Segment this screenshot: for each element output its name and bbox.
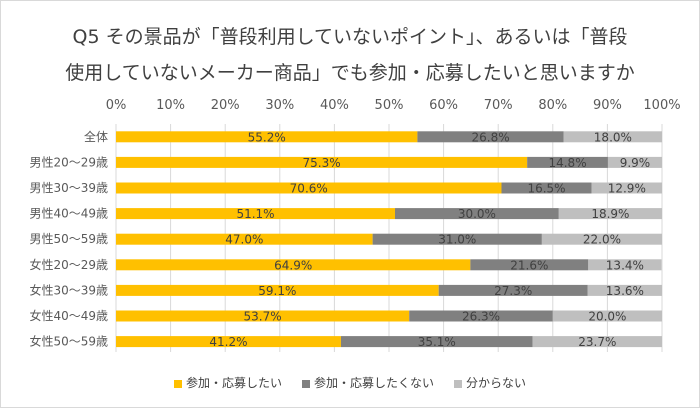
data-label: 51.1% bbox=[236, 207, 274, 221]
bar-segment bbox=[558, 208, 662, 220]
legend-item: 分からない bbox=[454, 374, 526, 391]
x-tick-label: 60% bbox=[429, 98, 458, 113]
bar-segment bbox=[470, 259, 589, 271]
data-label: 12.9% bbox=[608, 182, 646, 196]
bar-segment bbox=[116, 336, 341, 348]
bar-segment bbox=[591, 182, 662, 194]
bar-segment bbox=[116, 310, 410, 322]
legend-swatch bbox=[173, 379, 182, 388]
data-label: 23.7% bbox=[578, 335, 616, 349]
bar-segment bbox=[372, 233, 542, 245]
chart-title-line1: Q5 その景品が「普段利用していないポイント」、あるいは「普段 bbox=[72, 26, 628, 48]
data-label: 70.6% bbox=[290, 182, 328, 196]
data-label: 55.2% bbox=[248, 130, 286, 144]
category-label: 男性40～49歳 bbox=[29, 207, 108, 221]
bar-segment bbox=[563, 131, 662, 143]
data-label: 64.9% bbox=[274, 258, 312, 272]
data-label: 27.3% bbox=[494, 284, 532, 298]
bar-segment bbox=[395, 208, 559, 220]
category-label: 男性20～29歳 bbox=[29, 155, 108, 169]
bar-segment bbox=[527, 156, 608, 168]
bar-segment bbox=[532, 336, 662, 348]
legend-label: 参加・応募したい bbox=[185, 376, 282, 390]
data-label: 16.5% bbox=[527, 182, 565, 196]
category-label: 女性20～29歳 bbox=[29, 257, 108, 272]
category-label: 女性30～39歳 bbox=[29, 282, 108, 297]
legend-label: 参加・応募したくない bbox=[313, 376, 434, 390]
bar-segment bbox=[417, 131, 564, 143]
data-label: 20.0% bbox=[588, 310, 626, 324]
x-tick-label: 20% bbox=[211, 98, 240, 113]
data-label: 41.2% bbox=[209, 335, 247, 349]
legend: 参加・応募したい 参加・応募したくない 分からない bbox=[0, 374, 700, 391]
legend-item: 参加・応募したくない bbox=[301, 374, 434, 391]
bar-segment bbox=[116, 259, 471, 271]
data-label: 22.0% bbox=[583, 233, 621, 247]
x-tick-label: 10% bbox=[156, 98, 185, 113]
category-label: 女性40～49歳 bbox=[29, 308, 108, 323]
category-label: 全体 bbox=[84, 129, 108, 144]
bar-segment bbox=[409, 310, 553, 322]
data-label: 26.8% bbox=[471, 130, 509, 144]
data-label: 18.0% bbox=[594, 130, 632, 144]
bar-segment bbox=[501, 182, 592, 194]
bar-segment bbox=[116, 131, 418, 143]
data-label: 18.9% bbox=[591, 207, 629, 221]
x-tick-label: 80% bbox=[538, 98, 567, 113]
bar-segment bbox=[588, 259, 662, 271]
bar-segment bbox=[116, 208, 396, 220]
bar-segment bbox=[116, 284, 439, 296]
data-label: 31.0% bbox=[438, 233, 476, 247]
legend-item: 参加・応募したい bbox=[173, 374, 282, 391]
legend-swatch bbox=[301, 379, 310, 388]
bar-segment bbox=[552, 310, 662, 322]
category-label: 男性30～39歳 bbox=[29, 181, 108, 195]
data-label: 59.1% bbox=[258, 284, 296, 298]
x-tick-label: 70% bbox=[484, 98, 513, 113]
legend-label: 分からない bbox=[466, 376, 527, 390]
data-label: 13.6% bbox=[606, 284, 644, 298]
chart-title-line2: 使用していないメーカー商品」でも参加・応募したいと思いますか bbox=[65, 62, 635, 84]
data-label: 35.1% bbox=[418, 335, 456, 349]
bar-segment bbox=[116, 156, 528, 168]
x-tick-label: 40% bbox=[320, 98, 349, 113]
data-label: 53.7% bbox=[244, 310, 282, 324]
bar-segment bbox=[587, 284, 662, 296]
x-tick-label: 100% bbox=[643, 98, 680, 113]
data-label: 14.8% bbox=[548, 156, 586, 170]
data-label: 13.4% bbox=[606, 258, 644, 272]
data-label: 9.9% bbox=[620, 156, 651, 170]
bar-segment bbox=[340, 336, 533, 348]
bar-segment bbox=[438, 284, 588, 296]
data-label: 21.6% bbox=[510, 258, 548, 272]
bar-segment bbox=[116, 182, 502, 194]
category-label: 女性50～59歳 bbox=[29, 334, 108, 349]
bar-segment bbox=[607, 156, 662, 168]
data-label: 30.0% bbox=[458, 207, 496, 221]
x-tick-label: 50% bbox=[375, 98, 404, 113]
data-label: 75.3% bbox=[303, 156, 341, 170]
bar-segment bbox=[541, 233, 662, 245]
data-label: 26.3% bbox=[462, 310, 500, 324]
legend-swatch bbox=[454, 379, 462, 388]
category-label: 男性50～59歳 bbox=[29, 232, 108, 246]
x-tick-label: 30% bbox=[265, 98, 294, 113]
data-label: 47.0% bbox=[225, 233, 263, 247]
x-tick-label: 0% bbox=[106, 98, 127, 113]
x-tick-label: 90% bbox=[593, 98, 622, 113]
bar-segment bbox=[116, 233, 373, 245]
